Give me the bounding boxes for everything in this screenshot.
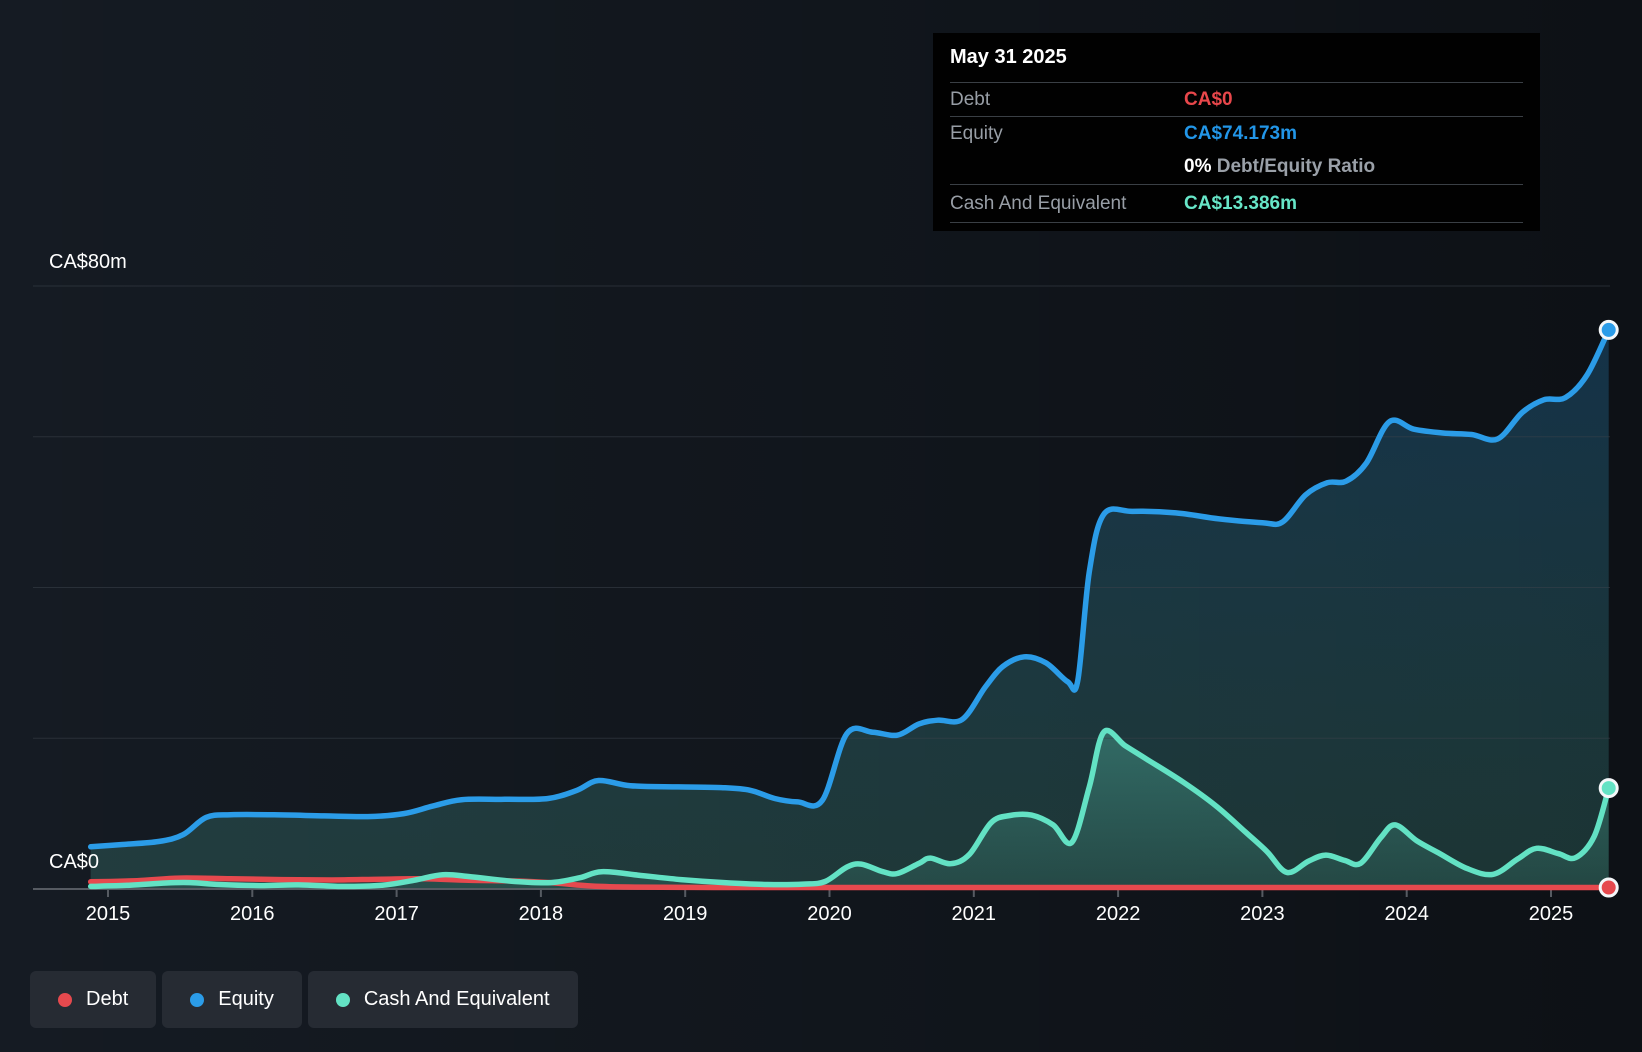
cash-dot-icon xyxy=(335,992,350,1007)
equity-area xyxy=(90,329,1609,889)
cash-and-equivalent-line xyxy=(87,727,1612,890)
x-axis-label-2017: 2017 xyxy=(374,903,419,925)
debt-end-marker[interactable] xyxy=(1598,877,1619,898)
x-axis-label-2019: 2019 xyxy=(663,903,708,925)
legend-item-equity[interactable]: Equity xyxy=(162,971,302,1028)
legend-equity-label: Equity xyxy=(218,988,274,1010)
tooltip-row-cash: Cash And Equivalent CA$13.386m xyxy=(950,185,1523,223)
x-axis-label-2025: 2025 xyxy=(1529,903,1574,925)
tooltip-ratio: 0% Debt/Equity Ratio xyxy=(1184,156,1523,178)
tooltip-debt-label: Debt xyxy=(950,88,991,110)
y-axis-label-max: CA$80m xyxy=(49,251,127,273)
x-axis-label-2018: 2018 xyxy=(519,903,564,925)
cash-and-equivalent-end-marker[interactable] xyxy=(1598,778,1619,799)
debt-dot-icon xyxy=(58,992,72,1007)
tooltip-cash-value: CA$13.386m xyxy=(1184,192,1298,214)
legend: Debt Equity Cash And Equivalent xyxy=(30,971,578,1028)
equity-line xyxy=(87,327,1612,850)
y-axis-label-zero: CA$0 xyxy=(49,851,99,873)
hover-tooltip: May 31 2025 Debt CA$0 Equity CA$74.173m … xyxy=(933,33,1540,231)
tooltip-equity-value: CA$74.173m xyxy=(1184,122,1298,144)
legend-item-debt[interactable]: Debt xyxy=(30,971,157,1028)
tooltip-row-ratio: 0% Debt/Equity Ratio xyxy=(950,150,1523,185)
tooltip-row-equity: Equity CA$74.173m xyxy=(950,117,1523,150)
x-axis-label-2023: 2023 xyxy=(1240,903,1285,925)
x-axis-label-2021: 2021 xyxy=(952,903,997,925)
x-axis-label-2024: 2024 xyxy=(1384,903,1429,925)
legend-item-cash[interactable]: Cash And Equivalent xyxy=(307,971,578,1028)
tooltip-row-debt: Debt CA$0 xyxy=(950,83,1523,117)
tooltip-date: May 31 2025 xyxy=(950,33,1523,83)
tooltip-ratio-value: 0% xyxy=(1184,156,1212,177)
x-axis-label-2020: 2020 xyxy=(807,903,852,925)
cash-and-equivalent-area xyxy=(90,730,1609,889)
equity-dot-icon xyxy=(190,992,205,1007)
debt-line xyxy=(87,875,1612,891)
tooltip-equity-label: Equity xyxy=(950,122,1003,144)
x-axis-label-2015: 2015 xyxy=(86,903,131,925)
tooltip-ratio-label: Debt/Equity Ratio xyxy=(1216,156,1376,177)
tooltip-cash-label: Cash And Equivalent xyxy=(950,192,1127,214)
legend-cash-label: Cash And Equivalent xyxy=(363,988,550,1010)
x-axis-label-2016: 2016 xyxy=(230,903,275,925)
legend-debt-label: Debt xyxy=(86,988,129,1010)
x-axis-label-2022: 2022 xyxy=(1096,903,1141,925)
equity-end-marker[interactable] xyxy=(1598,319,1619,340)
tooltip-debt-value: CA$0 xyxy=(1184,88,1233,110)
